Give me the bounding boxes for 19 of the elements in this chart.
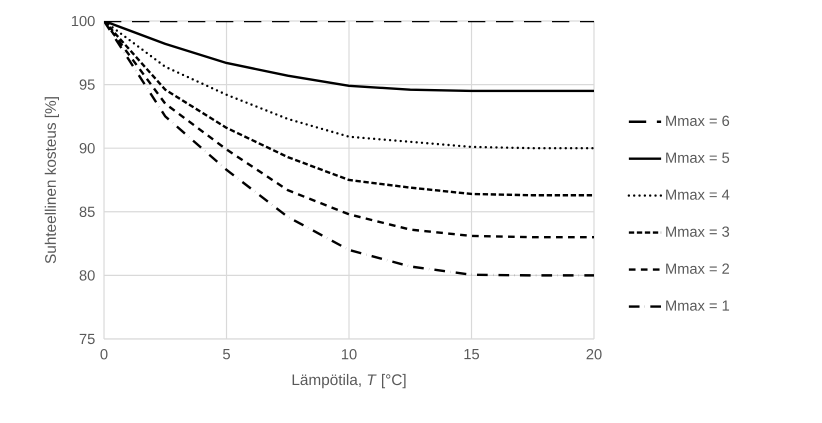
legend-label: Mmax = 6 — [666, 116, 730, 126]
x-tick-label: 5 — [223, 349, 230, 360]
x-tick-label: 20 — [586, 349, 602, 360]
legend-label: Mmax = 2 — [666, 264, 730, 274]
x-tick-label: 15 — [464, 349, 480, 360]
y-tick-label: 85 — [80, 206, 95, 217]
legend-label: Mmax = 4 — [666, 190, 730, 200]
x-axis-title: Lämpötila, T [°C] — [292, 374, 406, 388]
x-tick-label: 10 — [342, 349, 357, 360]
legend-label: Mmax = 1 — [666, 300, 730, 311]
x-tick-label: 0 — [100, 349, 108, 360]
y-tick-label: 95 — [80, 79, 95, 90]
y-tick-label: 90 — [80, 143, 95, 154]
legend-label: Mmax = 3 — [666, 226, 730, 237]
y-axis-title: Suhteellinen kosteus [%] — [44, 97, 59, 264]
y-tick-label: 100 — [72, 16, 95, 26]
legend-label: Mmax = 5 — [666, 152, 730, 163]
y-tick-label: 75 — [80, 334, 95, 344]
y-tick-label: 80 — [80, 270, 95, 281]
